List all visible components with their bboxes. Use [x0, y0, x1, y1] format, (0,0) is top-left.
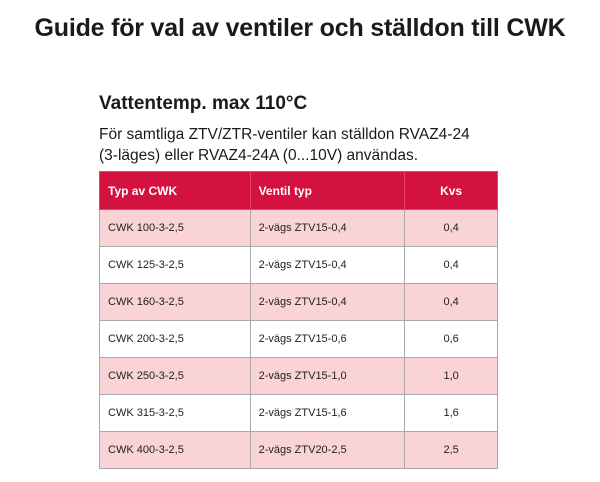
- cell-cwk-type: CWK 160-3-2,5: [99, 283, 251, 321]
- table-row: CWK 200-3-2,5 2-vägs ZTV15-0,6 0,6: [99, 320, 498, 358]
- cell-kvs: 1,6: [404, 394, 498, 432]
- column-header-kvs: Kvs: [404, 171, 498, 210]
- table-row: CWK 125-3-2,5 2-vägs ZTV15-0,4 0,4: [99, 246, 498, 284]
- cell-cwk-type: CWK 200-3-2,5: [99, 320, 251, 358]
- table-header-row: Typ av CWK Ventil typ Kvs: [99, 171, 498, 210]
- table-row: CWK 160-3-2,5 2-vägs ZTV15-0,4 0,4: [99, 283, 498, 321]
- cell-cwk-type: CWK 400-3-2,5: [99, 431, 251, 469]
- section-heading: Vattentemp. max 110°C: [99, 93, 308, 114]
- cell-kvs: 0,4: [404, 283, 498, 321]
- table-row: CWK 400-3-2,5 2-vägs ZTV20-2,5 2,5: [99, 431, 498, 469]
- valve-guide-table: Typ av CWK Ventil typ Kvs CWK 100-3-2,5 …: [99, 171, 498, 469]
- cell-valve-type: 2-vägs ZTV15-1,0: [249, 357, 406, 395]
- cell-valve-type: 2-vägs ZTV15-0,4: [249, 209, 406, 247]
- table-row: CWK 100-3-2,5 2-vägs ZTV15-0,4 0,4: [99, 209, 498, 247]
- cell-cwk-type: CWK 315-3-2,5: [99, 394, 251, 432]
- cell-cwk-type: CWK 250-3-2,5: [99, 357, 251, 395]
- cell-valve-type: 2-vägs ZTV15-0,4: [249, 246, 406, 284]
- cell-kvs: 2,5: [404, 431, 498, 469]
- cell-valve-type: 2-vägs ZTV20-2,5: [249, 431, 406, 469]
- cell-cwk-type: CWK 125-3-2,5: [99, 246, 251, 284]
- cell-cwk-type: CWK 100-3-2,5: [99, 209, 251, 247]
- cell-kvs: 1,0: [404, 357, 498, 395]
- page-title: Guide för val av ventiler och ställdon t…: [34, 14, 566, 42]
- intro-line: (3-läges) eller RVAZ4-24A (0...10V) anvä…: [99, 147, 419, 164]
- cell-valve-type: 2-vägs ZTV15-0,4: [249, 283, 406, 321]
- cell-valve-type: 2-vägs ZTV15-0,6: [249, 320, 406, 358]
- column-header-valve-type: Ventil typ: [249, 171, 406, 210]
- table-row: CWK 250-3-2,5 2-vägs ZTV15-1,0 1,0: [99, 357, 498, 395]
- cell-valve-type: 2-vägs ZTV15-1,6: [249, 394, 406, 432]
- cell-kvs: 0,4: [404, 209, 498, 247]
- column-header-cwk-type: Typ av CWK: [99, 171, 251, 210]
- cell-kvs: 0,4: [404, 246, 498, 284]
- intro-text: För samtliga ZTV/ZTR-ventiler kan ställd…: [99, 124, 519, 166]
- intro-line: För samtliga ZTV/ZTR-ventiler kan ställd…: [99, 126, 470, 143]
- cell-kvs: 0,6: [404, 320, 498, 358]
- table-row: CWK 315-3-2,5 2-vägs ZTV15-1,6 1,6: [99, 394, 498, 432]
